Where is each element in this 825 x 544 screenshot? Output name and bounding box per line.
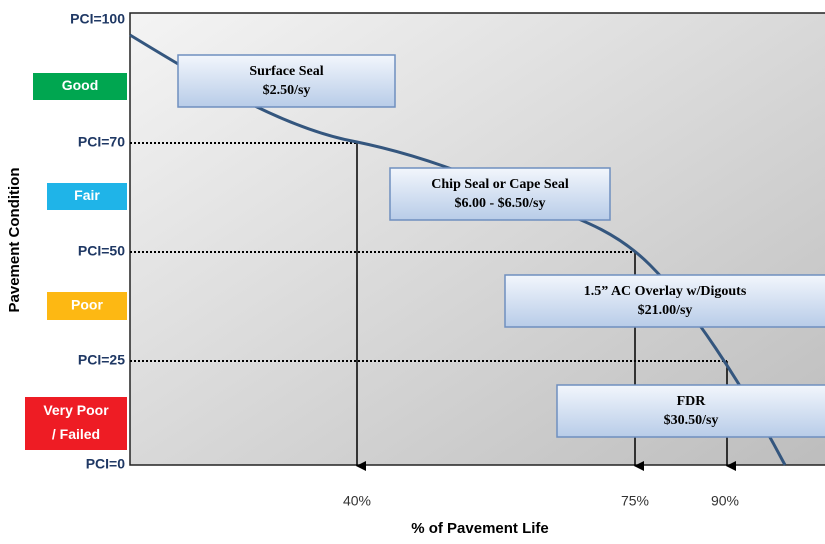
- x-axis-title: % of Pavement Life: [411, 520, 549, 537]
- x-marker-label: 90%: [711, 493, 739, 509]
- treatment-box: [389, 167, 611, 221]
- x-marker-label: 75%: [621, 493, 649, 509]
- treatment-box: [504, 274, 825, 328]
- condition-label: / Failed: [52, 426, 100, 442]
- treatment-box: [177, 54, 396, 108]
- condition-badge: [47, 292, 127, 320]
- treatment-box: [556, 384, 825, 438]
- treatment-cost: $6.00 - $6.50/sy: [455, 196, 546, 211]
- treatment-name: Chip Seal or Cape Seal: [431, 177, 569, 192]
- treatment-name: 1.5” AC Overlay w/Digouts: [584, 284, 747, 299]
- y-axis-title: Pavement Condition: [6, 167, 23, 312]
- treatment-name: Surface Seal: [249, 64, 323, 79]
- treatment-cost: $21.00/sy: [638, 303, 693, 318]
- condition-badge: [47, 183, 127, 210]
- condition-label: Very Poor: [43, 402, 109, 418]
- condition-label: Fair: [74, 187, 100, 203]
- condition-badge: [33, 73, 127, 100]
- treatment-cost: $2.50/sy: [263, 83, 311, 98]
- pci-label: PCI=70: [78, 134, 125, 150]
- pci-label: PCI=50: [78, 243, 125, 259]
- condition-label: Poor: [71, 297, 103, 313]
- condition-badge: [25, 397, 127, 450]
- condition-label: Good: [62, 77, 99, 93]
- x-marker-label: 40%: [343, 493, 371, 509]
- pci-label: PCI=0: [86, 456, 126, 472]
- pci-label: PCI=25: [78, 352, 125, 368]
- pci-label: PCI=100: [70, 11, 125, 27]
- treatment-cost: $30.50/sy: [664, 413, 719, 428]
- treatment-name: FDR: [677, 394, 707, 409]
- dotted-lines: [130, 142, 727, 362]
